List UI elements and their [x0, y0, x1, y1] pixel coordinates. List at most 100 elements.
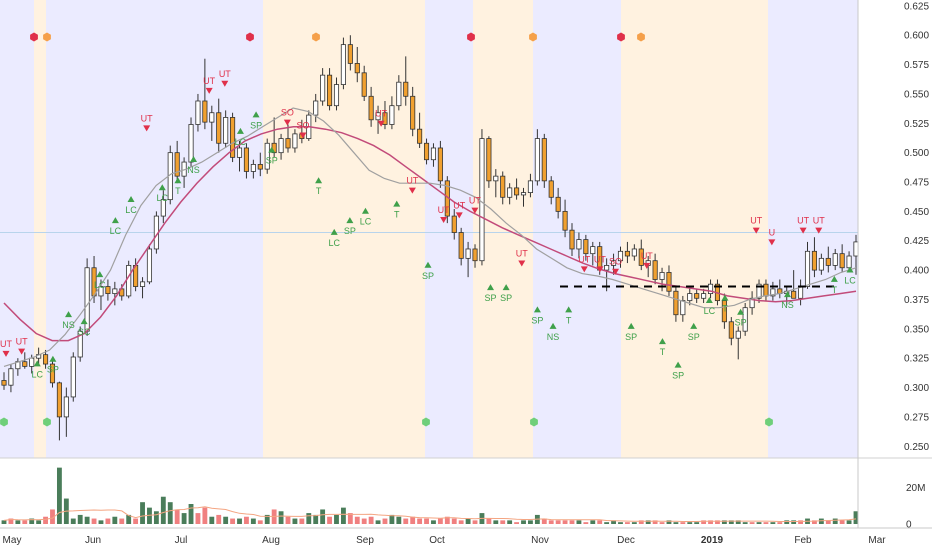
volume-bar — [216, 514, 222, 524]
signal-label: LC — [32, 369, 44, 379]
signal-up-triangle — [393, 200, 401, 207]
candle-up — [77, 330, 83, 358]
signal-down-triangle — [643, 262, 651, 269]
signal-up-triangle — [549, 322, 557, 329]
time-tick-label: Dec — [617, 535, 635, 546]
signal-label: SP — [344, 226, 356, 236]
price-tick-label: 0.400 — [904, 266, 929, 277]
volume-bar — [562, 520, 568, 524]
signal-label: NS — [781, 300, 794, 310]
candle-down — [174, 152, 180, 177]
signal-label: T — [394, 210, 400, 220]
volume-bar — [590, 520, 596, 524]
signal-label: SP — [250, 120, 262, 130]
bottom-hexagon-green — [530, 417, 538, 427]
signal-up-triangle — [49, 355, 57, 362]
candle-down — [243, 147, 249, 172]
volume-bar — [846, 520, 852, 524]
candle-down — [105, 286, 111, 294]
candle-up — [430, 147, 437, 161]
volume-bar — [611, 520, 616, 524]
volume-bar — [728, 520, 734, 524]
candle-up — [70, 356, 76, 398]
volume-bar — [264, 514, 270, 524]
candle-down — [825, 257, 831, 266]
volume-bar — [555, 520, 561, 524]
volume-bar — [15, 520, 21, 524]
candle-up — [631, 248, 637, 257]
signal-label: T — [660, 347, 666, 357]
volume-bar — [500, 520, 506, 524]
candle-down — [202, 100, 208, 123]
candle-down — [257, 164, 263, 170]
candle-up — [160, 199, 166, 217]
signal-down-triangle — [612, 268, 620, 275]
price-tick-label: 0.350 — [904, 324, 929, 335]
candle-up — [8, 368, 14, 386]
signal-label: SP — [625, 332, 637, 342]
volume-bar — [777, 522, 783, 524]
volume-bar — [327, 516, 332, 524]
volume-bar — [763, 522, 769, 524]
candle-down — [285, 138, 291, 149]
candle-up — [659, 272, 665, 280]
volume-bar — [645, 520, 651, 524]
signal-label: UT — [641, 251, 653, 261]
signal-label: UT — [813, 216, 825, 226]
volume-bar — [812, 520, 817, 524]
signal-up-triangle — [487, 284, 495, 291]
signal-label: T — [566, 315, 572, 325]
candle-up — [742, 307, 748, 332]
candle-up — [98, 286, 104, 297]
candle-down — [673, 290, 679, 316]
volume-bar — [22, 520, 28, 524]
candle-down — [22, 361, 28, 367]
candle-up — [756, 283, 762, 299]
volume-bar — [569, 520, 575, 524]
volume-bar — [749, 522, 755, 524]
volume-bar — [29, 518, 35, 524]
candle-down — [839, 253, 845, 269]
time-tick-label: Sep — [356, 535, 374, 546]
volume-bar — [195, 513, 201, 524]
signal-up-triangle — [315, 177, 323, 184]
signal-down-triangle — [596, 266, 604, 273]
signal-up-triangle — [658, 338, 666, 345]
candle-down — [541, 138, 547, 182]
candle-down — [403, 81, 409, 97]
bottom-hexagon-green — [0, 417, 8, 427]
price-tick-label: 0.600 — [904, 31, 929, 42]
ma-slow-line — [3, 126, 857, 342]
volume-bar — [223, 516, 229, 524]
signal-label: UT — [219, 69, 231, 79]
signal-down-triangle — [299, 132, 307, 139]
candle-up — [507, 187, 513, 198]
volume-bar — [119, 518, 125, 524]
volume-bar — [437, 518, 443, 524]
volume-bar — [444, 516, 450, 524]
signal-label: LC — [360, 217, 372, 227]
signal-label: UT — [16, 337, 28, 347]
candle-up — [250, 164, 256, 172]
volume-bar — [257, 520, 263, 524]
volume-bar — [631, 522, 637, 524]
signal-down-triangle — [143, 125, 151, 132]
volume-bar — [250, 518, 256, 524]
candle-up — [520, 192, 527, 196]
candle-up — [527, 180, 533, 193]
signal-label: U — [769, 227, 776, 237]
time-tick-label: Jul — [175, 535, 188, 546]
signal-down-triangle — [518, 260, 526, 267]
price-tick-label: 0.325 — [904, 354, 929, 365]
signal-up-triangle — [268, 146, 276, 153]
bottom-hexagon-green — [422, 417, 430, 427]
signal-up-triangle — [127, 195, 135, 202]
top-hexagon-orange — [637, 32, 645, 42]
volume-bar — [818, 518, 824, 524]
volume-bar — [735, 520, 741, 524]
signal-label: SP — [500, 293, 512, 303]
time-tick-label: 2019 — [701, 535, 724, 546]
